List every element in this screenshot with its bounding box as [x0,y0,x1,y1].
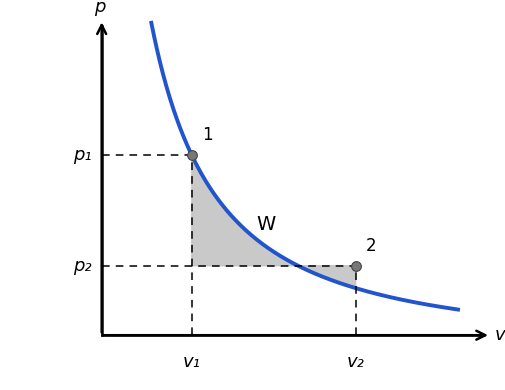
Text: p₁: p₁ [73,146,91,164]
Text: W: W [256,215,275,234]
Text: v₂: v₂ [346,353,364,370]
Text: v₁: v₁ [182,353,200,370]
Text: 2: 2 [365,237,376,255]
Text: v: v [494,326,504,344]
Text: p: p [94,0,105,16]
Polygon shape [191,155,355,288]
Text: p₂: p₂ [73,257,91,275]
Text: 1: 1 [201,126,212,144]
